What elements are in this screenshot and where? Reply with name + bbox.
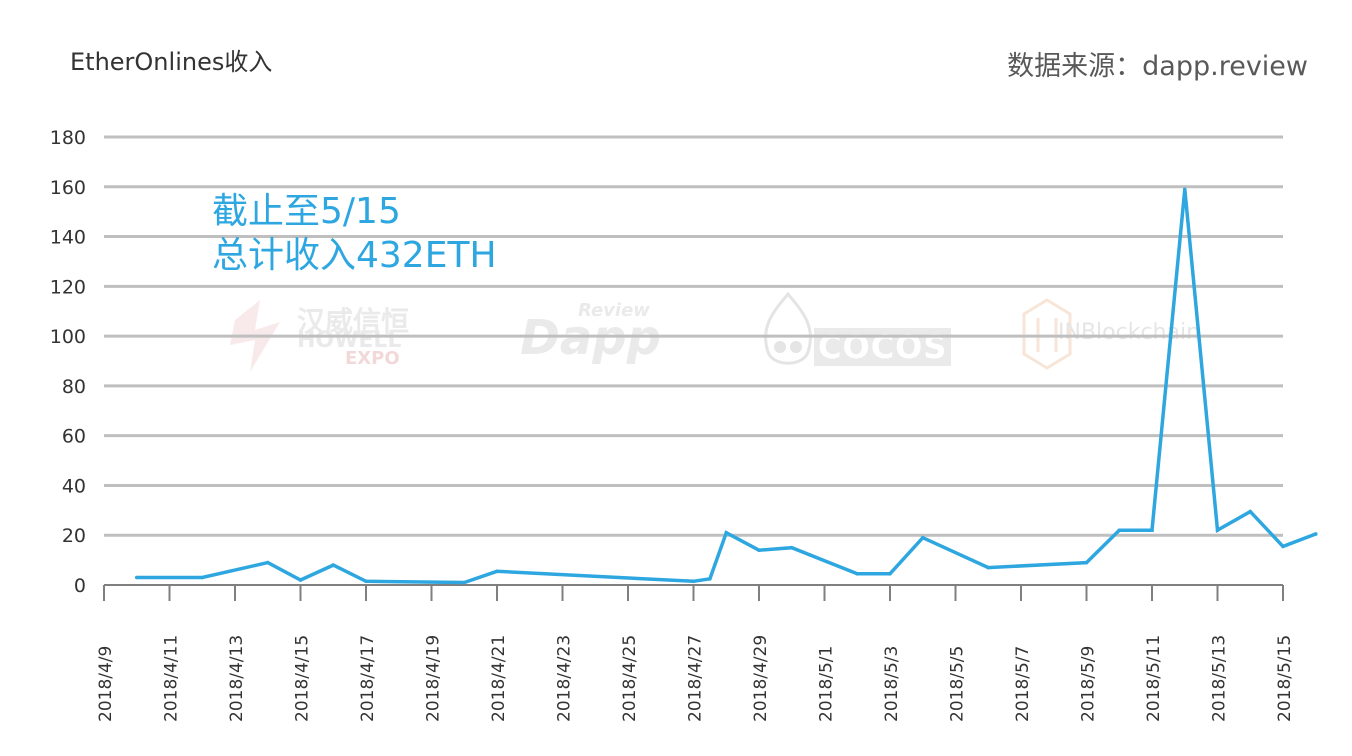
chart-title: EtherOnlines收入	[70, 48, 273, 76]
x-tick-label: 2018/4/9	[96, 646, 116, 722]
data-point	[265, 560, 270, 565]
y-tick-label: 180	[50, 127, 86, 149]
x-tick-label: 2018/4/25	[620, 635, 640, 722]
x-tick-label: 2018/4/11	[162, 635, 182, 722]
x-tick-label: 2018/5/1	[817, 646, 837, 722]
x-tick-label: 2018/5/7	[1013, 646, 1033, 722]
y-tick-label: 60	[62, 426, 86, 448]
data-point	[888, 572, 892, 576]
y-tick-label: 20	[62, 525, 86, 547]
data-point	[986, 565, 991, 570]
x-tick-label: 2018/4/21	[489, 635, 509, 722]
series-line-group	[134, 187, 1318, 585]
total-income-annotation: 截止至5/15 总计收入432ETH	[212, 190, 497, 278]
x-tick-label: 2018/4/29	[751, 635, 771, 722]
data-point	[855, 572, 860, 576]
inblockchain-text: INBlockchain	[1058, 320, 1201, 345]
data-point	[298, 578, 303, 582]
y-tick-label: 100	[50, 326, 86, 348]
x-tick-label: 2018/5/11	[1144, 635, 1164, 722]
data-point	[364, 579, 368, 584]
x-tick-label: 2018/4/27	[686, 635, 706, 722]
x-tick-label: 2018/4/19	[424, 635, 444, 722]
cocos-text: COCOS	[814, 328, 952, 366]
data-point	[462, 580, 467, 585]
howell-cn-text: 汉威信恒	[297, 305, 410, 338]
x-tick-label: 2018/5/9	[1079, 646, 1099, 722]
data-point	[1215, 528, 1220, 533]
data-point	[691, 579, 696, 584]
annotation-line-1: 截止至5/15	[212, 191, 401, 232]
y-tick-label: 80	[62, 376, 86, 398]
annotation-line-2: 总计收入432ETH	[212, 235, 497, 276]
data-point	[1182, 187, 1187, 192]
y-tick-label: 140	[50, 227, 86, 249]
data-point	[1117, 528, 1122, 533]
x-axis: 2018/4/9 2018/4/11 2018/4/13 2018/4/15 2018/…	[96, 584, 1295, 722]
y-tick-label: 120	[50, 276, 86, 298]
x-tick-label: 2018/4/13	[227, 635, 247, 722]
data-point	[1084, 560, 1089, 565]
y-tick-label: 40	[62, 475, 86, 497]
data-point	[1281, 544, 1285, 549]
dapp-big-text: Dapp	[520, 310, 661, 366]
x-tick-label: 2018/4/15	[293, 635, 313, 722]
data-point	[724, 530, 729, 535]
data-point	[789, 545, 794, 550]
howell-en-text: HOWELL	[297, 328, 402, 353]
data-point	[134, 575, 139, 580]
data-point	[1150, 528, 1154, 533]
x-tick-label: 2018/5/3	[882, 646, 902, 722]
data-point	[920, 535, 925, 540]
x-tick-label: 2018/4/17	[358, 635, 378, 722]
howell-expo-text: EXPO	[345, 348, 400, 369]
y-tick-label: 0	[74, 575, 86, 597]
x-tick-label: 2018/5/5	[948, 646, 968, 722]
data-point	[757, 548, 761, 552]
grid-lines	[104, 135, 1283, 537]
data-point	[495, 569, 499, 574]
data-point	[1313, 532, 1318, 536]
data-point	[200, 575, 205, 580]
data-source-label: 数据来源：dapp.review	[1007, 51, 1308, 82]
data-point	[1248, 509, 1253, 514]
y-axis-ticks: 0 20 40 60 80 100 120 140 160 180	[50, 127, 86, 597]
x-tick-label: 2018/5/13	[1210, 635, 1230, 722]
dapp-review-small-text: Review	[578, 300, 650, 321]
cocos-logo-icon	[764, 292, 812, 365]
x-tick-label: 2018/5/15	[1275, 635, 1295, 722]
data-point	[708, 576, 712, 581]
y-tick-label: 160	[50, 177, 86, 199]
x-tick-label: 2018/4/23	[555, 635, 575, 722]
data-point	[331, 563, 336, 567]
